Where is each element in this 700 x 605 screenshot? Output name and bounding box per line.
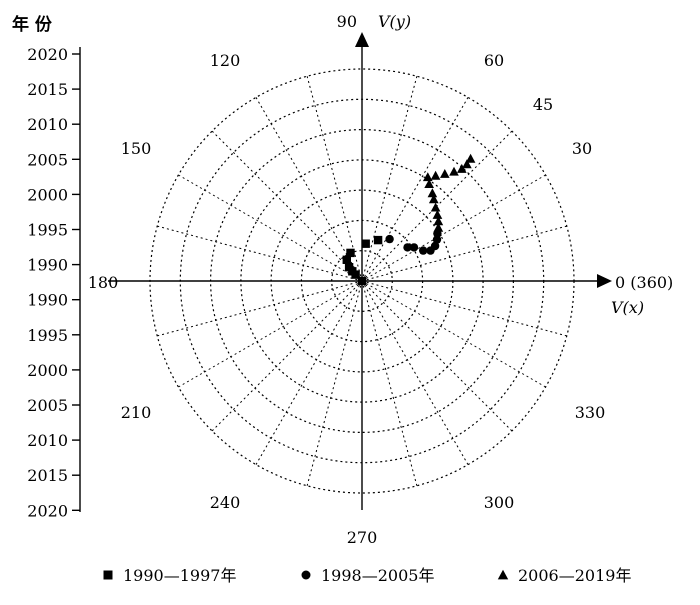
marker-triangle (430, 170, 441, 180)
legend-label: 2006—2019年 (518, 566, 631, 585)
grid-spoke (255, 280, 363, 465)
year-axis-title: 年 份 (12, 14, 53, 35)
angle-label-45: 45 (533, 95, 553, 114)
marker-circle (430, 241, 440, 251)
year-tick-label: 1995 (27, 221, 68, 240)
grid-spoke (361, 280, 418, 486)
marker-square (357, 276, 367, 286)
marker-circle (409, 243, 419, 252)
angle-label-120: 120 (210, 51, 241, 70)
grid-spoke (306, 280, 363, 486)
angle-label-300: 300 (484, 493, 515, 512)
grid-spoke (306, 76, 363, 282)
grid-spoke (361, 280, 513, 432)
marker-square (342, 255, 351, 264)
grid-spoke (157, 225, 363, 282)
marker-triangle (462, 159, 472, 169)
year-tick-label: 2020 (27, 45, 68, 64)
grid-spoke (361, 76, 418, 282)
data-markers (342, 153, 476, 286)
marker-triangle (465, 153, 476, 163)
axis-label-y: V(y) (378, 12, 411, 31)
year-tick-label: 2005 (27, 150, 68, 169)
grid-spoke (178, 174, 363, 282)
grid-spoke (178, 280, 363, 388)
marker-triangle (433, 222, 444, 232)
grid-spoke (211, 130, 363, 282)
year-tick-label: 2015 (27, 466, 68, 485)
legend-marker-circle (301, 570, 311, 580)
marker-square (346, 248, 355, 258)
angle-label-180: 180 (88, 273, 119, 292)
year-tick-label: 2010 (27, 115, 68, 134)
marker-triangle (427, 188, 438, 198)
marker-triangle (449, 166, 459, 176)
marker-square (373, 235, 383, 245)
grid-spoke (361, 280, 469, 465)
year-tick-label: 2015 (27, 80, 68, 99)
legend-label: 1990—1997年 (123, 566, 236, 585)
marker-circle (403, 243, 412, 252)
marker-triangle (457, 163, 467, 173)
marker-triangle (424, 179, 434, 188)
grid-spoke (255, 97, 363, 282)
marker-triangle (422, 172, 433, 182)
marker-triangle (432, 209, 443, 219)
marker-triangle (433, 216, 444, 226)
marker-circle (432, 235, 442, 244)
grid-spoke (361, 280, 546, 388)
legend-marker-triangle (497, 569, 509, 580)
legend-marker-square (103, 570, 113, 580)
grid-spoke (211, 280, 363, 432)
year-tick-label: 1990 (27, 256, 68, 275)
legend-label: 1998—2005年 (321, 566, 434, 585)
angle-label-60: 60 (484, 51, 504, 70)
year-tick-label: 2005 (27, 396, 68, 415)
marker-triangle (430, 202, 441, 212)
year-tick-label: 2010 (27, 431, 68, 450)
grid-spoke (361, 225, 567, 282)
angle-label-150: 150 (121, 139, 152, 158)
angle-label-90: 90 (337, 12, 357, 31)
year-axis: 2020 2015 2010 2005 2000 1995 1990 1990 1995 2000… (27, 45, 81, 520)
grid-spoke (157, 280, 363, 337)
angle-labels: 0 (360) 30 45 60 90 120 150 180 210 240 270 300 330 (88, 12, 674, 547)
marker-square (361, 239, 370, 248)
year-tick-label: 1995 (27, 326, 68, 345)
angle-label-210: 210 (121, 403, 152, 422)
angle-label-270: 270 (347, 528, 378, 547)
marker-square (344, 263, 354, 272)
grid-spoke (361, 174, 546, 282)
marker-triangle (428, 194, 439, 204)
axis-label-x: V(x) (611, 298, 644, 317)
angle-label-30: 30 (572, 139, 592, 158)
marker-circle (419, 246, 428, 255)
angle-label-0: 0 (360) (615, 273, 673, 292)
year-tick-label: 2000 (27, 185, 68, 204)
x-axis-arrow (597, 274, 612, 288)
marker-triangle (440, 169, 450, 178)
legend: 1990—1997年 1998—2005年 2006—2019年 (103, 566, 631, 585)
angle-label-330: 330 (575, 403, 606, 422)
grid-spoke (361, 97, 469, 282)
y-axis-arrow (355, 32, 369, 47)
marker-circle (385, 234, 394, 244)
grid-spoke (361, 280, 567, 337)
year-tick-label: 2020 (27, 501, 68, 520)
angle-label-240: 240 (210, 493, 241, 512)
year-tick-label: 2000 (27, 361, 68, 380)
year-tick-label: 1990 (27, 291, 68, 310)
